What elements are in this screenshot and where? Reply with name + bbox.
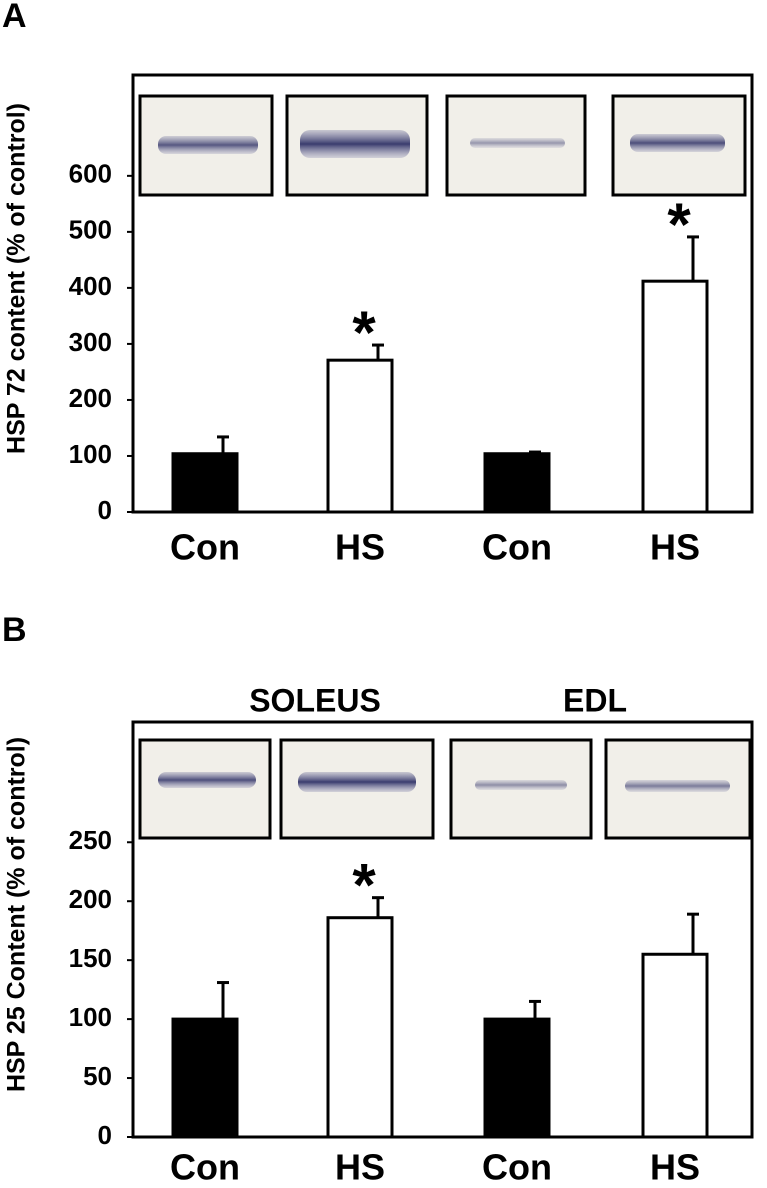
bar	[641, 952, 709, 1139]
x-tick-label: Con	[482, 527, 552, 568]
bar	[171, 452, 239, 514]
bar	[483, 1017, 551, 1139]
panel-letter: B	[2, 611, 27, 649]
significance-marker: *	[667, 191, 691, 258]
y-tick-label: 50	[83, 1061, 112, 1091]
y-tick-label: 0	[98, 495, 112, 525]
y-tick-label: 250	[69, 825, 112, 855]
panel-letter: A	[2, 0, 27, 35]
x-tick-label: Con	[482, 1147, 552, 1188]
x-tick-label: Con	[170, 1147, 240, 1188]
significance-marker: *	[352, 852, 376, 919]
bar	[171, 1017, 239, 1139]
bar	[326, 916, 394, 1139]
y-tick-label: 100	[69, 439, 112, 469]
y-tick-label: 150	[69, 943, 112, 973]
significance-marker: *	[352, 299, 376, 366]
y-tick-label: 200	[69, 383, 112, 413]
blot-insets-b	[138, 738, 752, 840]
bar	[641, 279, 709, 514]
bar	[326, 358, 394, 514]
blot-insets-a	[138, 94, 747, 197]
y-tick-label: 600	[69, 159, 112, 189]
x-tick-label: HS	[335, 527, 385, 568]
bar	[483, 452, 551, 514]
x-tick-label: HS	[650, 1147, 700, 1188]
group-label: SOLEUS	[249, 682, 381, 718]
plot-frame	[131, 73, 754, 514]
x-tick-label: HS	[335, 1147, 385, 1188]
y-tick-label: 100	[69, 1002, 112, 1032]
plot-frame	[131, 720, 754, 1139]
y-axis-label: HSP 72 content (% of control)	[3, 103, 31, 454]
y-axis-label: HSP 25 Content (% of control)	[3, 737, 31, 1092]
y-tick-label: 500	[69, 215, 112, 245]
y-tick-label: 0	[98, 1120, 112, 1150]
x-tick-label: HS	[650, 527, 700, 568]
y-tick-label: 400	[69, 271, 112, 301]
y-tick-label: 200	[69, 884, 112, 914]
group-label: EDL	[563, 682, 627, 718]
y-tick-label: 300	[69, 327, 112, 357]
x-tick-label: Con	[170, 527, 240, 568]
